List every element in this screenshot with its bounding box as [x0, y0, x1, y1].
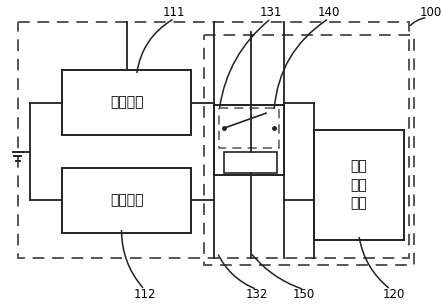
Bar — [204, 35, 414, 265]
Bar — [62, 168, 191, 233]
Text: 100: 100 — [420, 6, 442, 19]
Bar — [224, 152, 277, 173]
Text: 电源
管理
模块: 电源 管理 模块 — [350, 160, 367, 210]
Bar — [18, 22, 408, 257]
Text: 第一电池: 第一电池 — [110, 96, 143, 110]
Text: 131: 131 — [260, 6, 282, 19]
Text: 150: 150 — [293, 288, 315, 301]
Text: 132: 132 — [246, 288, 268, 301]
Text: 120: 120 — [382, 288, 405, 301]
Text: 140: 140 — [318, 6, 340, 19]
Bar — [314, 130, 404, 240]
Text: 111: 111 — [163, 6, 186, 19]
Bar — [219, 108, 279, 148]
Bar — [214, 105, 284, 175]
Text: 第二电池: 第二电池 — [110, 193, 143, 207]
Bar — [62, 70, 191, 135]
Text: 112: 112 — [133, 288, 156, 301]
